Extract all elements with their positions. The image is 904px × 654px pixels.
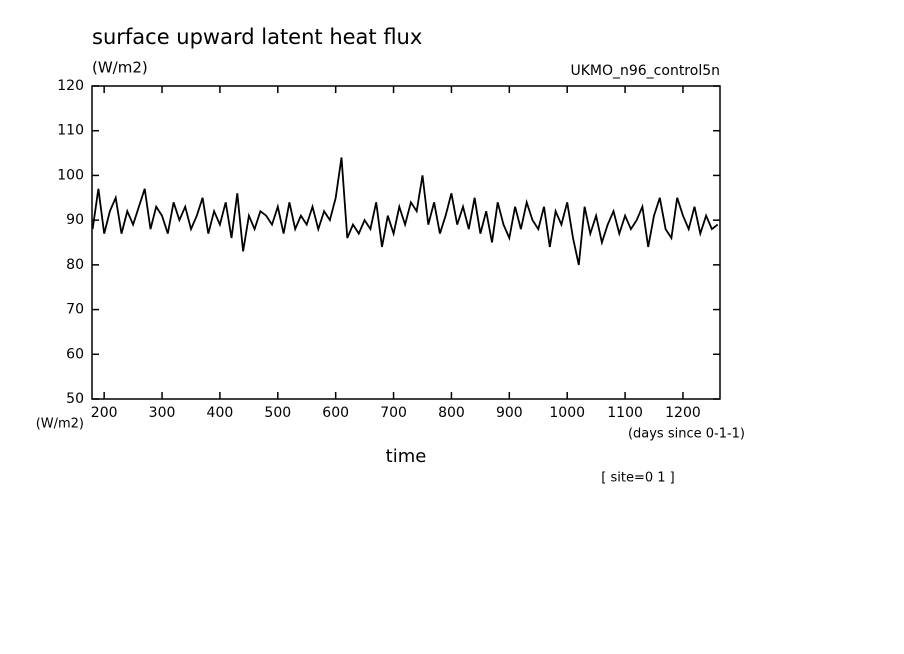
x-tick-label: 200: [91, 405, 118, 421]
x-tick-label: 500: [264, 405, 291, 421]
x-tick-label: 400: [207, 405, 234, 421]
x-tick-label: 900: [496, 405, 523, 421]
x-tick-label: 1000: [549, 405, 585, 421]
subtitle: UKMO_n96_control5n: [570, 63, 720, 79]
x-tick-label: 800: [438, 405, 465, 421]
annotation: [ site=0 1 ]: [601, 471, 674, 486]
y-tick-label: 90: [66, 212, 84, 228]
y-tick-label: 120: [57, 78, 84, 94]
x-tick-label: 700: [380, 405, 407, 421]
x-unit-label: (days since 0-1-1): [628, 427, 745, 442]
x-tick-label: 300: [149, 405, 176, 421]
chart-title: surface upward latent heat flux: [92, 25, 422, 49]
line-series: [91, 157, 719, 266]
y-axis-label: (W/m2): [92, 59, 148, 77]
x-tick-label: 1100: [607, 405, 643, 421]
x-tick-label: 600: [322, 405, 349, 421]
plot-frame: [91, 85, 721, 400]
y-tick-label: 100: [57, 167, 84, 183]
y-tick-label: 80: [66, 257, 84, 273]
y-unit-label: (W/m2): [36, 417, 84, 432]
y-tick-label: 60: [66, 346, 84, 362]
x-tick-label: 1200: [665, 405, 701, 421]
y-tick-label: 110: [57, 123, 84, 139]
y-tick-label: 70: [66, 302, 84, 318]
x-axis-label: time: [386, 446, 427, 467]
y-tick-label: 50: [66, 391, 84, 407]
